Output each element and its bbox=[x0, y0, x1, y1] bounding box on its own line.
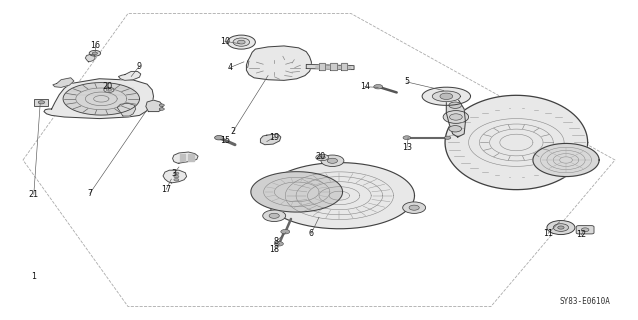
Circle shape bbox=[581, 228, 589, 232]
Text: 5: 5 bbox=[404, 77, 410, 86]
Circle shape bbox=[409, 205, 419, 210]
Circle shape bbox=[443, 111, 468, 123]
Polygon shape bbox=[316, 67, 351, 68]
Text: 3: 3 bbox=[172, 169, 176, 178]
Polygon shape bbox=[251, 172, 343, 212]
Circle shape bbox=[174, 175, 179, 178]
Text: 17: 17 bbox=[161, 185, 171, 194]
Circle shape bbox=[227, 35, 255, 49]
Text: 13: 13 bbox=[402, 143, 412, 152]
Text: 2: 2 bbox=[230, 127, 235, 136]
Polygon shape bbox=[117, 103, 136, 116]
Polygon shape bbox=[188, 154, 193, 161]
Text: 6: 6 bbox=[309, 229, 314, 238]
Text: 8: 8 bbox=[274, 237, 279, 246]
Circle shape bbox=[93, 52, 98, 54]
Text: 15: 15 bbox=[219, 136, 230, 145]
Polygon shape bbox=[119, 71, 141, 80]
Polygon shape bbox=[264, 163, 415, 229]
Circle shape bbox=[281, 229, 290, 234]
Text: 18: 18 bbox=[269, 245, 279, 254]
Circle shape bbox=[174, 172, 179, 175]
Circle shape bbox=[316, 154, 329, 161]
Polygon shape bbox=[341, 63, 347, 70]
FancyBboxPatch shape bbox=[576, 226, 594, 234]
Circle shape bbox=[174, 179, 179, 181]
Circle shape bbox=[107, 89, 112, 91]
Polygon shape bbox=[44, 79, 154, 119]
Polygon shape bbox=[260, 134, 281, 145]
Circle shape bbox=[233, 38, 249, 46]
Text: 19: 19 bbox=[269, 132, 279, 141]
Polygon shape bbox=[319, 63, 325, 70]
Polygon shape bbox=[445, 95, 588, 190]
Circle shape bbox=[321, 155, 344, 166]
Polygon shape bbox=[173, 152, 198, 163]
Circle shape bbox=[319, 156, 325, 159]
Circle shape bbox=[403, 136, 411, 140]
Circle shape bbox=[449, 125, 462, 132]
Text: 16: 16 bbox=[90, 41, 100, 50]
Circle shape bbox=[374, 84, 383, 89]
Polygon shape bbox=[85, 54, 95, 62]
Circle shape bbox=[214, 135, 223, 140]
Text: 12: 12 bbox=[576, 230, 586, 239]
Circle shape bbox=[263, 210, 286, 221]
Polygon shape bbox=[422, 87, 470, 105]
Text: 7: 7 bbox=[87, 189, 93, 198]
FancyBboxPatch shape bbox=[34, 99, 48, 106]
Text: 9: 9 bbox=[137, 61, 142, 70]
Circle shape bbox=[89, 50, 101, 56]
Polygon shape bbox=[53, 78, 74, 87]
Polygon shape bbox=[180, 154, 185, 161]
Polygon shape bbox=[306, 64, 354, 69]
Text: SY83-E0610A: SY83-E0610A bbox=[560, 297, 611, 306]
Text: 20: 20 bbox=[103, 82, 113, 91]
Circle shape bbox=[553, 224, 568, 231]
Polygon shape bbox=[63, 83, 140, 115]
Circle shape bbox=[160, 108, 165, 110]
Circle shape bbox=[160, 104, 165, 107]
Circle shape bbox=[237, 40, 245, 44]
Text: 1: 1 bbox=[31, 272, 36, 281]
Circle shape bbox=[547, 220, 575, 235]
Circle shape bbox=[450, 114, 463, 120]
Text: 21: 21 bbox=[29, 190, 39, 199]
Circle shape bbox=[558, 226, 564, 229]
Text: 14: 14 bbox=[360, 82, 370, 91]
Circle shape bbox=[440, 93, 453, 100]
Polygon shape bbox=[246, 46, 311, 80]
Circle shape bbox=[274, 242, 283, 246]
Circle shape bbox=[269, 213, 279, 218]
Circle shape bbox=[449, 102, 462, 108]
Circle shape bbox=[403, 202, 426, 213]
Text: 4: 4 bbox=[227, 63, 232, 72]
Polygon shape bbox=[163, 170, 186, 183]
Circle shape bbox=[104, 87, 114, 92]
Circle shape bbox=[327, 158, 338, 163]
Polygon shape bbox=[533, 143, 599, 177]
Polygon shape bbox=[330, 63, 337, 70]
Polygon shape bbox=[433, 91, 461, 101]
Polygon shape bbox=[447, 97, 465, 137]
Circle shape bbox=[445, 136, 451, 139]
Circle shape bbox=[38, 101, 45, 104]
Text: 11: 11 bbox=[543, 229, 553, 238]
Text: 20: 20 bbox=[316, 152, 326, 161]
Text: 10: 10 bbox=[219, 37, 230, 46]
Polygon shape bbox=[146, 100, 163, 112]
